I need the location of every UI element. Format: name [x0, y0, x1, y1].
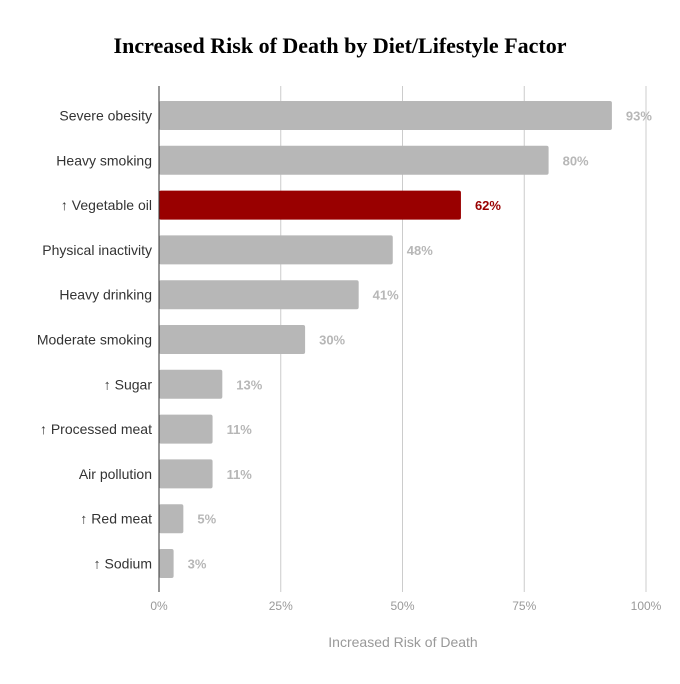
value-label: 80% — [563, 153, 589, 168]
x-tick-label: 25% — [269, 599, 293, 613]
category-label: Physical inactivity — [42, 242, 152, 258]
x-tick-label: 0% — [150, 599, 168, 613]
category-label: ↑ Sodium — [94, 556, 152, 572]
bar — [159, 504, 184, 534]
value-label: 48% — [407, 243, 433, 258]
chart-title: Increased Risk of Death by Diet/Lifestyl… — [113, 33, 567, 58]
value-label: 62% — [475, 198, 501, 213]
bar — [159, 280, 359, 310]
category-label: ↑ Vegetable oil — [61, 197, 152, 213]
bar — [159, 190, 461, 220]
bars — [159, 101, 612, 578]
value-labels: 93% 80% 62% 48% 41% 30% 13% 11% 11% 5% 3% — [188, 109, 653, 572]
value-label: 11% — [227, 422, 253, 437]
category-label: ↑ Red meat — [80, 511, 152, 527]
bar — [159, 145, 549, 175]
category-label: Air pollution — [79, 466, 152, 482]
bar — [159, 459, 213, 489]
bar — [159, 235, 393, 265]
category-label: Heavy drinking — [59, 287, 152, 303]
value-label: 13% — [236, 377, 262, 392]
value-label: 93% — [626, 109, 652, 124]
category-labels: Severe obesity Heavy smoking ↑ Vegetable o… — [37, 108, 153, 572]
x-tick-label: 75% — [512, 599, 536, 613]
category-label: ↑ Processed meat — [40, 421, 152, 437]
category-label: Severe obesity — [59, 108, 152, 124]
value-label: 5% — [197, 512, 216, 527]
bar — [159, 549, 174, 578]
bar — [159, 325, 306, 354]
bar — [159, 414, 213, 444]
x-tick-labels: 0% 25% 50% 75% 100% — [150, 599, 661, 613]
value-label: 30% — [319, 333, 345, 348]
x-tick-label: 50% — [390, 599, 414, 613]
x-axis-title: Increased Risk of Death — [328, 634, 477, 650]
bar — [159, 101, 612, 130]
value-label: 3% — [188, 557, 207, 572]
bar — [159, 369, 223, 399]
category-label: ↑ Sugar — [104, 376, 153, 392]
category-label: Moderate smoking — [37, 332, 152, 348]
value-label: 41% — [373, 288, 399, 303]
category-label: Heavy smoking — [56, 152, 152, 168]
value-label: 11% — [227, 467, 253, 482]
x-tick-label: 100% — [631, 599, 662, 613]
